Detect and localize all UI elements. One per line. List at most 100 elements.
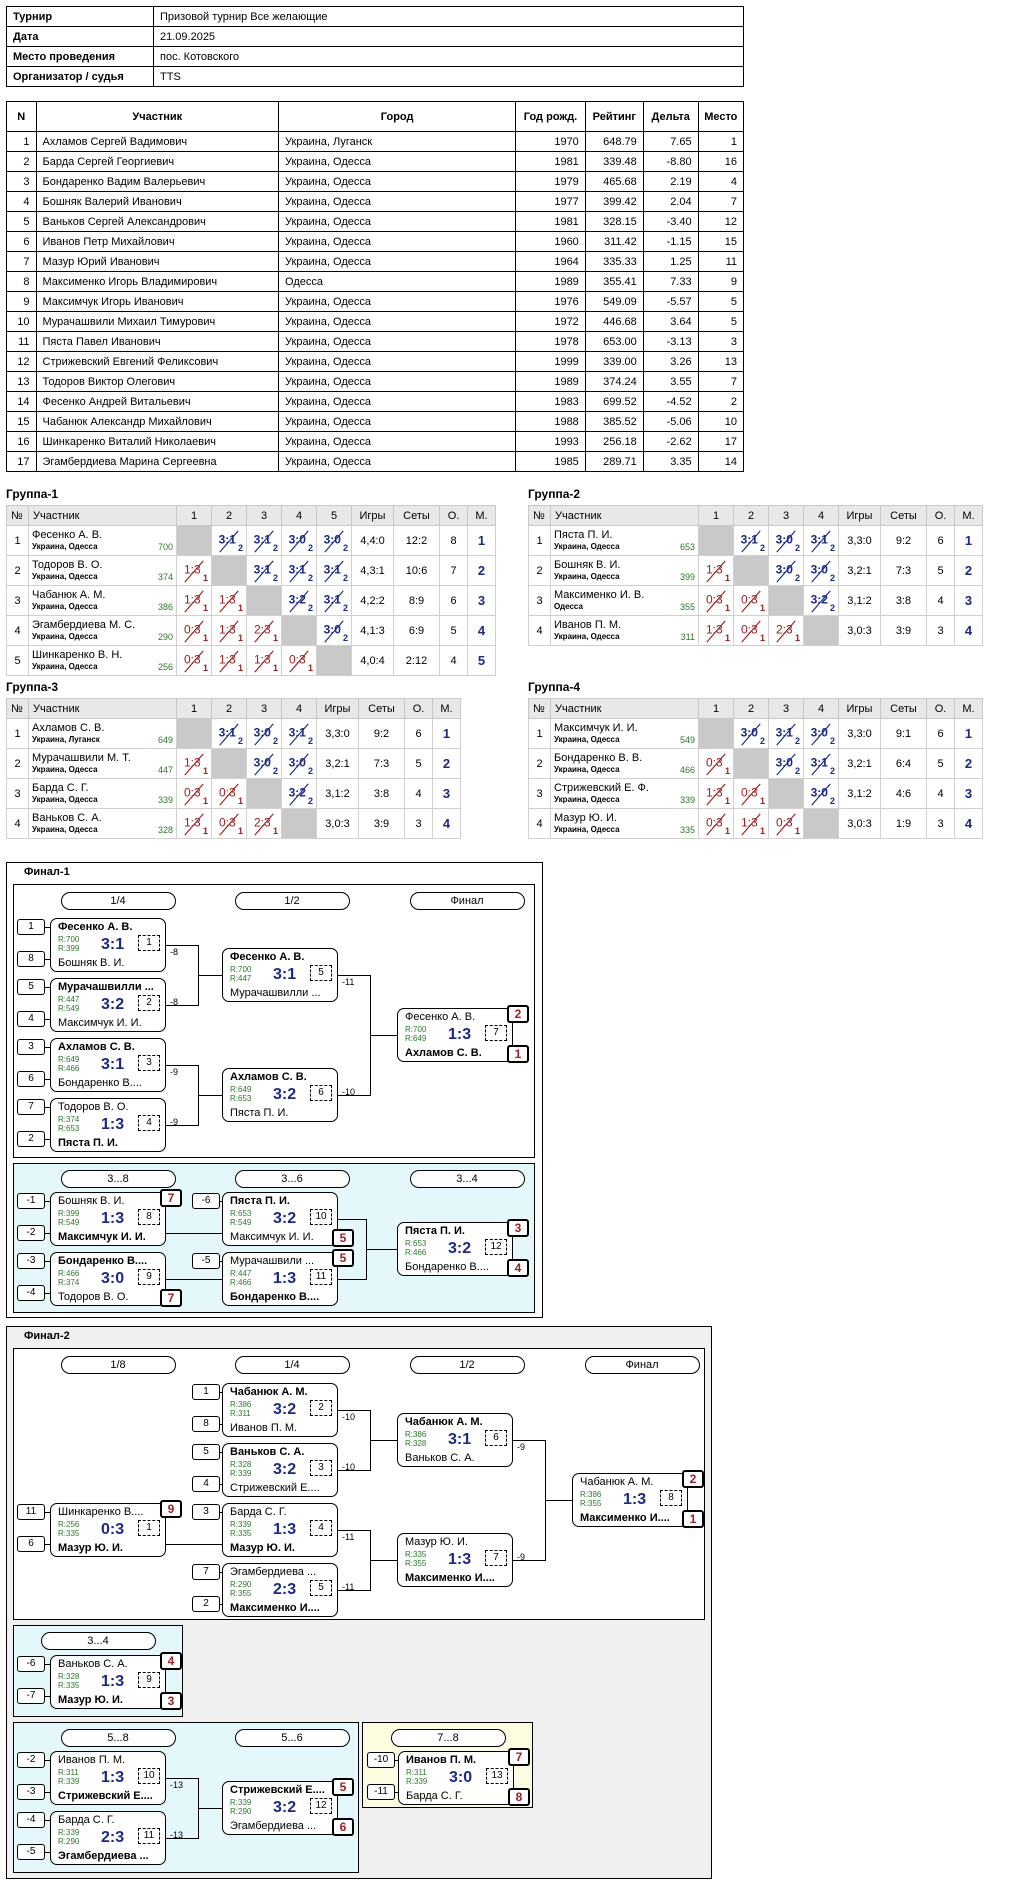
group-place: 2 — [954, 555, 983, 586]
slash-icon — [811, 753, 831, 776]
player-cell: -2.62 — [642, 431, 699, 452]
match-number: 4 — [310, 1520, 332, 1536]
slash-icon — [254, 560, 274, 583]
group-row: 4 Эгамбердиева М. С. Украина, Одесса 290 0:3… — [6, 615, 496, 646]
player-cell: 1999 — [515, 351, 586, 372]
result-points: 2 — [307, 796, 313, 806]
group-games: 4,3:1 — [351, 555, 394, 586]
slash-icon — [289, 753, 309, 776]
group-games: 3,3:0 — [838, 525, 881, 556]
match-score: 1:3 — [101, 1769, 125, 1786]
group-header-row: № Участник 1 2 3 4 Игры Сеты О. М. — [528, 505, 983, 526]
match-score: 3:2 — [101, 996, 125, 1013]
player-cell: Украина, Одесса — [278, 171, 517, 192]
group-place: 1 — [467, 525, 496, 556]
seed-box: -2 — [17, 1752, 45, 1768]
group-row-number: 4 — [6, 615, 29, 646]
participant-meta: Украина, Одесса 311 — [554, 631, 695, 643]
info-key: Место проведения — [6, 46, 154, 67]
group-col-header: 1 — [698, 505, 734, 526]
player1-name: Фесенко А. В. — [58, 921, 133, 933]
group-sets: 8:9 — [393, 585, 440, 616]
group-col-header: 2 — [211, 698, 247, 719]
result-score: 1:3 — [705, 784, 723, 799]
match-box: Пяста П. И. R:653 R:466 3:2 12 Бондаренко В..… — [397, 1222, 513, 1276]
group-row-number: 2 — [6, 748, 29, 779]
group-participant: Бондаренко В. В. Украина, Одесса 466 — [550, 748, 699, 779]
slash-icon — [776, 813, 796, 836]
bracket-line — [45, 1664, 52, 1665]
result-cell: 2:3 1 — [768, 615, 804, 646]
bracket-line — [45, 1019, 52, 1020]
group-points: 7 — [439, 555, 468, 586]
player-cell: Украина, Одесса — [278, 311, 517, 332]
group-row-number: 1 — [6, 525, 29, 556]
result-cell: 3:2 2 — [281, 585, 317, 616]
group-col-header: 1 — [698, 698, 734, 719]
result-cell: 3:1 2 — [316, 585, 352, 616]
result-cell: 3:1 2 — [281, 718, 317, 749]
result-score: 3:1 — [288, 561, 306, 576]
match-score: 2:3 — [101, 1829, 125, 1846]
player-row: 14 Фесенко Андрей Витальевич Украина, Одес… — [6, 391, 745, 412]
result-score: 0:3 — [183, 651, 201, 666]
slash-icon — [706, 813, 726, 836]
group-sets: 2:12 — [393, 645, 440, 676]
group-table: № Участник 1 2 3 4 Игры Сеты О. М. 1 Пяста П. И. Укр… — [528, 505, 983, 646]
participant-name: Ахламов С. В. — [32, 721, 105, 734]
player-cell: 355.41 — [584, 271, 644, 292]
player-row: 4 Бошняк Валерий Иванович Украина, Одесса 1… — [6, 191, 745, 212]
player1-rating: R:399 — [58, 1209, 80, 1218]
player-cell: 1981 — [515, 151, 586, 172]
participant-name: Мурачашвили М. Т. — [32, 751, 131, 764]
seed-box: -11 — [367, 1784, 395, 1800]
group-points: 4 — [926, 585, 955, 616]
group-col-header: Игры — [838, 505, 881, 526]
place-box: 5 — [332, 1229, 354, 1247]
group-col-header: О. — [439, 505, 468, 526]
group-col-header: 2 — [733, 698, 769, 719]
group-row-number: 3 — [6, 778, 29, 809]
result-cell: 2:3 1 — [246, 808, 282, 839]
slash-icon — [184, 650, 204, 673]
bracket-line — [45, 1512, 52, 1513]
place-box: 9 — [160, 1500, 182, 1518]
bracket-line — [45, 1696, 52, 1697]
player1-rating: R:386 — [405, 1430, 427, 1439]
group-points: 5 — [439, 615, 468, 646]
result-points: 2 — [307, 543, 313, 553]
player-cell: Максимчук Игорь Иванович — [35, 291, 280, 312]
player1-name: Иванов П. М. — [58, 1754, 126, 1766]
result-cell: 3:1 2 — [803, 525, 839, 556]
player-cell: Стрижевский Евгений Феликсович — [35, 351, 280, 372]
place-box: 1 — [682, 1510, 704, 1528]
group-col-header: М. — [954, 505, 983, 526]
loser-destination: -8 — [170, 997, 179, 1007]
group-points: 4 — [439, 645, 468, 676]
match-number: 1 — [138, 1520, 160, 1536]
player1-rating: R:311 — [58, 1768, 79, 1777]
result-points: 1 — [794, 633, 800, 643]
group-points: 3 — [926, 808, 955, 839]
player-cell: 446.68 — [584, 311, 644, 332]
match-score: 1:3 — [101, 1116, 125, 1133]
result-score: 1:3 — [183, 591, 201, 606]
match-box: Стрижевский Е.... R:339 R:290 3:2 12 Эгамберд… — [222, 1781, 338, 1835]
participant-rating: 549 — [679, 734, 695, 745]
result-score: 1:3 — [218, 591, 236, 606]
place-box: 2 — [682, 1470, 704, 1488]
group-games: 3,1:2 — [838, 778, 881, 809]
result-points: 2 — [342, 573, 348, 583]
seed-box: -5 — [17, 1844, 45, 1860]
group-participant: Мурачашвили М. Т. Украина, Одесса 447 — [28, 748, 177, 779]
round-header: 3...8 — [60, 1170, 176, 1188]
slash-icon — [741, 620, 761, 643]
player1-name: Чабанюк А. М. — [580, 1476, 654, 1488]
result-points: 1 — [724, 603, 730, 613]
group-sets: 9:2 — [358, 718, 405, 749]
participant-rating: 466 — [679, 764, 695, 775]
result-cell: 2:3 1 — [246, 615, 282, 646]
group-participant: Фесенко А. В. Украина, Одесса 700 — [28, 525, 177, 556]
slash-icon — [706, 783, 726, 806]
participant-name: Бондаренко В. В. — [554, 751, 643, 764]
